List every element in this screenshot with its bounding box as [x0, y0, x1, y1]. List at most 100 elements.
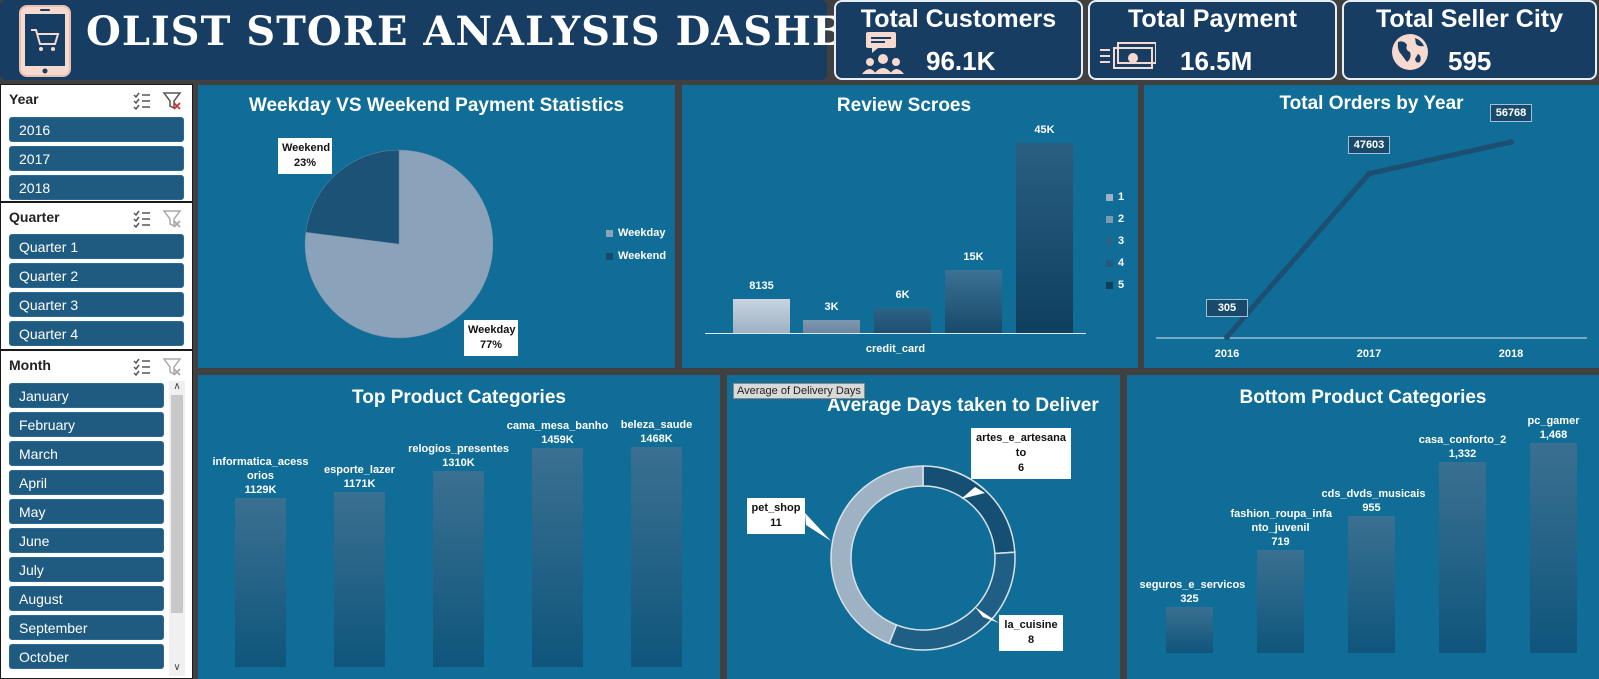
category-bar-pc_gamer	[1530, 443, 1577, 653]
pet-shop-label: pet_shop 11	[747, 498, 805, 534]
kpi-total-payment: Total Payment 16.5M	[1088, 0, 1337, 80]
slicer-item-september[interactable]: September	[9, 615, 164, 640]
clear-filter-icon[interactable]	[162, 358, 182, 376]
review-bar-label: 6K	[895, 288, 910, 301]
donut-slice-la_cuisine	[888, 551, 1016, 651]
category-bar-cama_mesa_banho	[532, 448, 583, 667]
chart-title: Bottom Product Categories	[1239, 387, 1487, 408]
category-bar-cds_dvds_musicais	[1348, 516, 1395, 653]
weekday-weekend-panel: Weekday VS Weekend Payment Statistics We…	[198, 85, 675, 368]
x-tick-label: 2017	[1356, 348, 1382, 360]
la-cuisine-label: la_cuisine 8	[999, 615, 1063, 651]
slicer-item-june[interactable]: June	[9, 528, 164, 553]
slicer-item-august[interactable]: August	[9, 586, 164, 611]
bottom-categories-panel: Bottom Product Categories seguros_e_serv…	[1127, 375, 1599, 679]
kpi-total-customers: Total Customers 96.1K	[834, 0, 1083, 80]
phone-cart-icon	[18, 4, 72, 83]
globe-icon	[1390, 32, 1430, 77]
scrollbar-thumb[interactable]	[171, 395, 183, 613]
month-slicer: Month January February March April May J…	[0, 350, 193, 679]
slicer-item-2017[interactable]: 2017	[9, 146, 184, 171]
category-value: 1,468	[1539, 429, 1568, 441]
review-bar-score-4	[945, 269, 1002, 333]
slicer-item-quarter-1[interactable]: Quarter 1	[9, 234, 184, 259]
scroll-up-icon[interactable]: ∧	[173, 381, 181, 392]
slicer-item-july[interactable]: July	[9, 557, 164, 582]
label-callout-pointer	[805, 513, 831, 541]
category-name: relogios_presentes	[408, 442, 509, 455]
category-bar-beleza_saude	[631, 447, 682, 667]
slicer-item-march[interactable]: March	[9, 441, 164, 466]
weekday-data-label: Weekday 77%	[464, 320, 518, 356]
category-bar-esporte_lazer	[334, 491, 385, 667]
review-bar-label: 3K	[824, 301, 839, 314]
field-button-average-of-delivery-days[interactable]: Average of Delivery Days	[733, 383, 865, 399]
category-name: esporte_lazer	[324, 463, 395, 476]
category-value: 719	[1271, 536, 1290, 549]
slicer-item-quarter-3[interactable]: Quarter 3	[9, 292, 184, 317]
weekend-data-label: Weekend 23%	[278, 138, 332, 174]
legend-item-score-1: 1	[1106, 191, 1124, 203]
multi-select-icon[interactable]	[133, 358, 150, 377]
slicer-item-february[interactable]: February	[9, 412, 164, 437]
review-bar-score-1	[733, 298, 790, 333]
category-data-label: cds_dvds_musicais 955	[1321, 487, 1426, 515]
slicer-item-october[interactable]: October	[9, 644, 164, 669]
label-callout-pointer	[961, 487, 985, 499]
category-name: informatica_acess orios	[212, 455, 309, 482]
slicer-item-quarter-2[interactable]: Quarter 2	[9, 263, 184, 288]
review-bar-score-5	[1016, 143, 1073, 333]
legend-item-score-4: 4	[1106, 257, 1124, 269]
clear-filter-icon[interactable]	[162, 210, 182, 228]
dashboard-title-banner	[0, 0, 827, 80]
category-value: 325	[1180, 592, 1199, 605]
legend-item-score-2: 2	[1106, 213, 1124, 225]
category-bar-casa_conforto_2	[1439, 462, 1486, 653]
multi-select-icon[interactable]	[133, 92, 150, 111]
slicer-item-quarter-4[interactable]: Quarter 4	[9, 321, 184, 346]
slicer-item-may[interactable]: May	[9, 499, 164, 524]
slicer-item-2016[interactable]: 2016	[9, 117, 184, 142]
category-name: beleza_saude	[620, 419, 693, 431]
pie-slice-weekend	[305, 149, 400, 245]
slicer-item-april[interactable]: April	[9, 470, 164, 495]
slicer-title: Month	[9, 357, 51, 373]
category-name: cds_dvds_musicais	[1321, 488, 1426, 501]
category-data-label: beleza_saude 1468K	[602, 418, 712, 446]
review-bar-score-2	[803, 320, 860, 333]
slicer-item-january[interactable]: January	[9, 383, 164, 408]
year-slicer: Year 2016 2017 2018	[0, 84, 193, 202]
category-data-label: casa_conforto_2 1,332	[1413, 433, 1513, 461]
slicer-scrollbar[interactable]: ∧ ∨	[169, 381, 185, 676]
slicer-title: Quarter	[9, 209, 60, 225]
multi-select-icon[interactable]	[133, 210, 150, 229]
top-categories-panel: Top Product Categories informatica_acess…	[198, 375, 720, 679]
category-name: fashion_roupa_infa nto_juvenil	[1230, 508, 1332, 535]
category-bar-seguros_e_servicos	[1166, 606, 1213, 653]
category-data-label: seguros_e_servicos 325	[1140, 578, 1246, 606]
chart-title: Review Scroes	[836, 95, 972, 116]
category-bar-relogios_presentes	[433, 470, 484, 667]
category-data-label: fashion_roupa_infa nto_juvenil 719	[1230, 507, 1332, 549]
x-axis-category: credit_card	[865, 343, 926, 355]
review-bar-score-3	[874, 307, 931, 333]
kpi-label: Total Payment	[1127, 5, 1298, 33]
category-value: 1171K	[343, 477, 376, 490]
slicer-item-2018[interactable]: 2018	[9, 175, 184, 200]
category-value: 1310K	[442, 456, 475, 469]
label-callout-pointer	[975, 607, 999, 623]
category-value: 1459K	[541, 434, 574, 447]
clear-filter-icon[interactable]	[162, 92, 182, 110]
donut-slice-artes_e_artesanato	[922, 465, 1016, 555]
category-value: 1,332	[1448, 448, 1477, 461]
kpi-label: Total Customers	[860, 5, 1057, 33]
chart-title: Top Product Categories	[352, 387, 566, 408]
scroll-down-icon[interactable]: ∨	[173, 662, 181, 673]
artes-e-artesanato-label: artes_e_artesana to 6	[971, 428, 1071, 479]
review-bar-label: 15K	[963, 250, 984, 263]
orders-point-2017	[1366, 170, 1372, 177]
legend-item-score-5: 5	[1106, 279, 1124, 291]
category-name: pc_gamer	[1527, 415, 1580, 427]
orders-by-year-panel: Total Orders by Year 305 2016 47603 2017 567…	[1144, 85, 1599, 368]
legend-item-weekend: Weekend	[606, 250, 666, 262]
